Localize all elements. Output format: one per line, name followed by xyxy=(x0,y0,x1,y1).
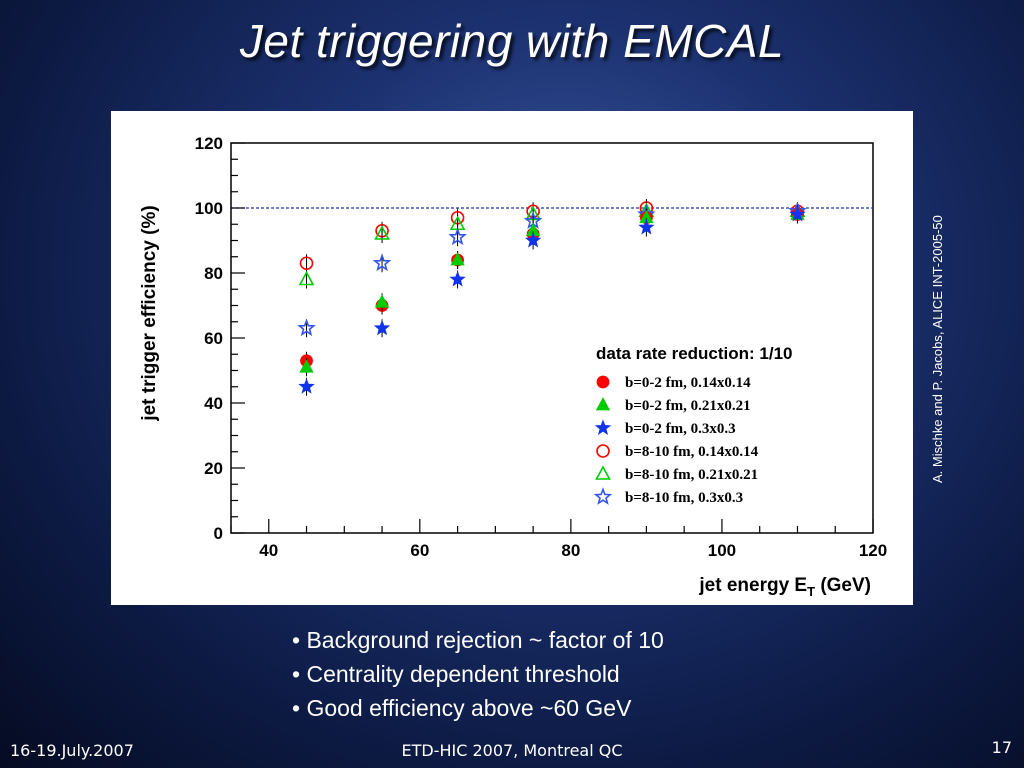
citation: A. Mischke and P. Jacobs, ALICE INT-2005… xyxy=(930,215,945,483)
data-point xyxy=(789,205,806,222)
x-tick-label: 60 xyxy=(410,541,429,560)
bullet-item: Centrality dependent threshold xyxy=(292,657,664,691)
x-axis-label-main: jet energy E xyxy=(698,575,807,596)
footer-date: 16-19.July.2007 xyxy=(10,741,134,760)
x-axis-label-unit: (GeV) xyxy=(815,575,871,596)
data-point xyxy=(373,319,391,336)
y-tick-label: 0 xyxy=(214,524,223,543)
y-tick-label: 120 xyxy=(195,134,223,153)
legend-marker xyxy=(596,375,610,389)
x-axis-label-subscript: T xyxy=(807,584,815,599)
data-point xyxy=(448,227,467,246)
data-point xyxy=(449,270,466,287)
legend-entry: b=0-2 fm, 0.14x0.14 xyxy=(625,375,751,391)
legend-marker xyxy=(595,465,611,480)
x-tick-label: 120 xyxy=(859,541,887,560)
data-point xyxy=(524,231,542,248)
bullet-list: Background rejection ~ factor of 10 Cent… xyxy=(292,623,664,725)
data-point xyxy=(372,253,392,272)
data-point xyxy=(298,378,315,394)
y-tick-label: 80 xyxy=(204,264,223,283)
y-axis-label: jet trigger efficiency (%) xyxy=(139,205,160,421)
data-point xyxy=(299,256,314,271)
legend-entry: b=8-10 fm, 0.21x0.21 xyxy=(625,467,758,483)
data-point xyxy=(450,252,465,266)
x-axis-label: jet energy ET (GeV) xyxy=(698,575,871,599)
bullet-item: Good efficiency above ~60 GeV xyxy=(292,691,664,725)
y-tick-label: 40 xyxy=(204,394,223,413)
slide-title: Jet triggering with EMCAL xyxy=(239,15,785,67)
legend-entry: b=0-2 fm, 0.3x0.3 xyxy=(625,421,736,437)
x-tick-label: 40 xyxy=(259,541,278,560)
legend-entry: b=8-10 fm, 0.3x0.3 xyxy=(625,490,743,506)
y-tick-label: 20 xyxy=(204,459,223,478)
page-number: 17 xyxy=(991,738,1012,757)
legend-marker xyxy=(593,487,613,505)
legend-entry: b=0-2 fm, 0.21x0.21 xyxy=(625,398,751,414)
data-point xyxy=(374,225,390,240)
x-tick-label: 80 xyxy=(561,541,580,560)
bullet-item: Background rejection ~ factor of 10 xyxy=(292,623,663,657)
legend-marker xyxy=(594,419,612,436)
data-point xyxy=(297,318,316,337)
efficiency-chart: 0 20 40 60 80 100 120 40 60 80 100 120 jet trigger … xyxy=(139,134,887,599)
data-point xyxy=(299,359,314,373)
chart-panel: 0 20 40 60 80 100 120 40 60 80 100 120 jet trigger … xyxy=(111,111,913,605)
legend-title: data rate reduction: 1/10 xyxy=(596,344,793,363)
data-point xyxy=(374,294,390,308)
x-tick-label: 100 xyxy=(708,541,736,560)
y-tick-label: 100 xyxy=(195,199,223,218)
footer-conference: ETD-HIC 2007, Montreal QC xyxy=(401,741,623,760)
data-point xyxy=(298,270,315,286)
data-point xyxy=(638,218,655,235)
y-tick-label: 60 xyxy=(204,329,223,348)
legend-marker xyxy=(596,444,610,458)
legend-entry: b=8-10 fm, 0.14x0.14 xyxy=(625,444,759,460)
plot-frame xyxy=(230,142,874,534)
legend-marker xyxy=(595,397,611,411)
